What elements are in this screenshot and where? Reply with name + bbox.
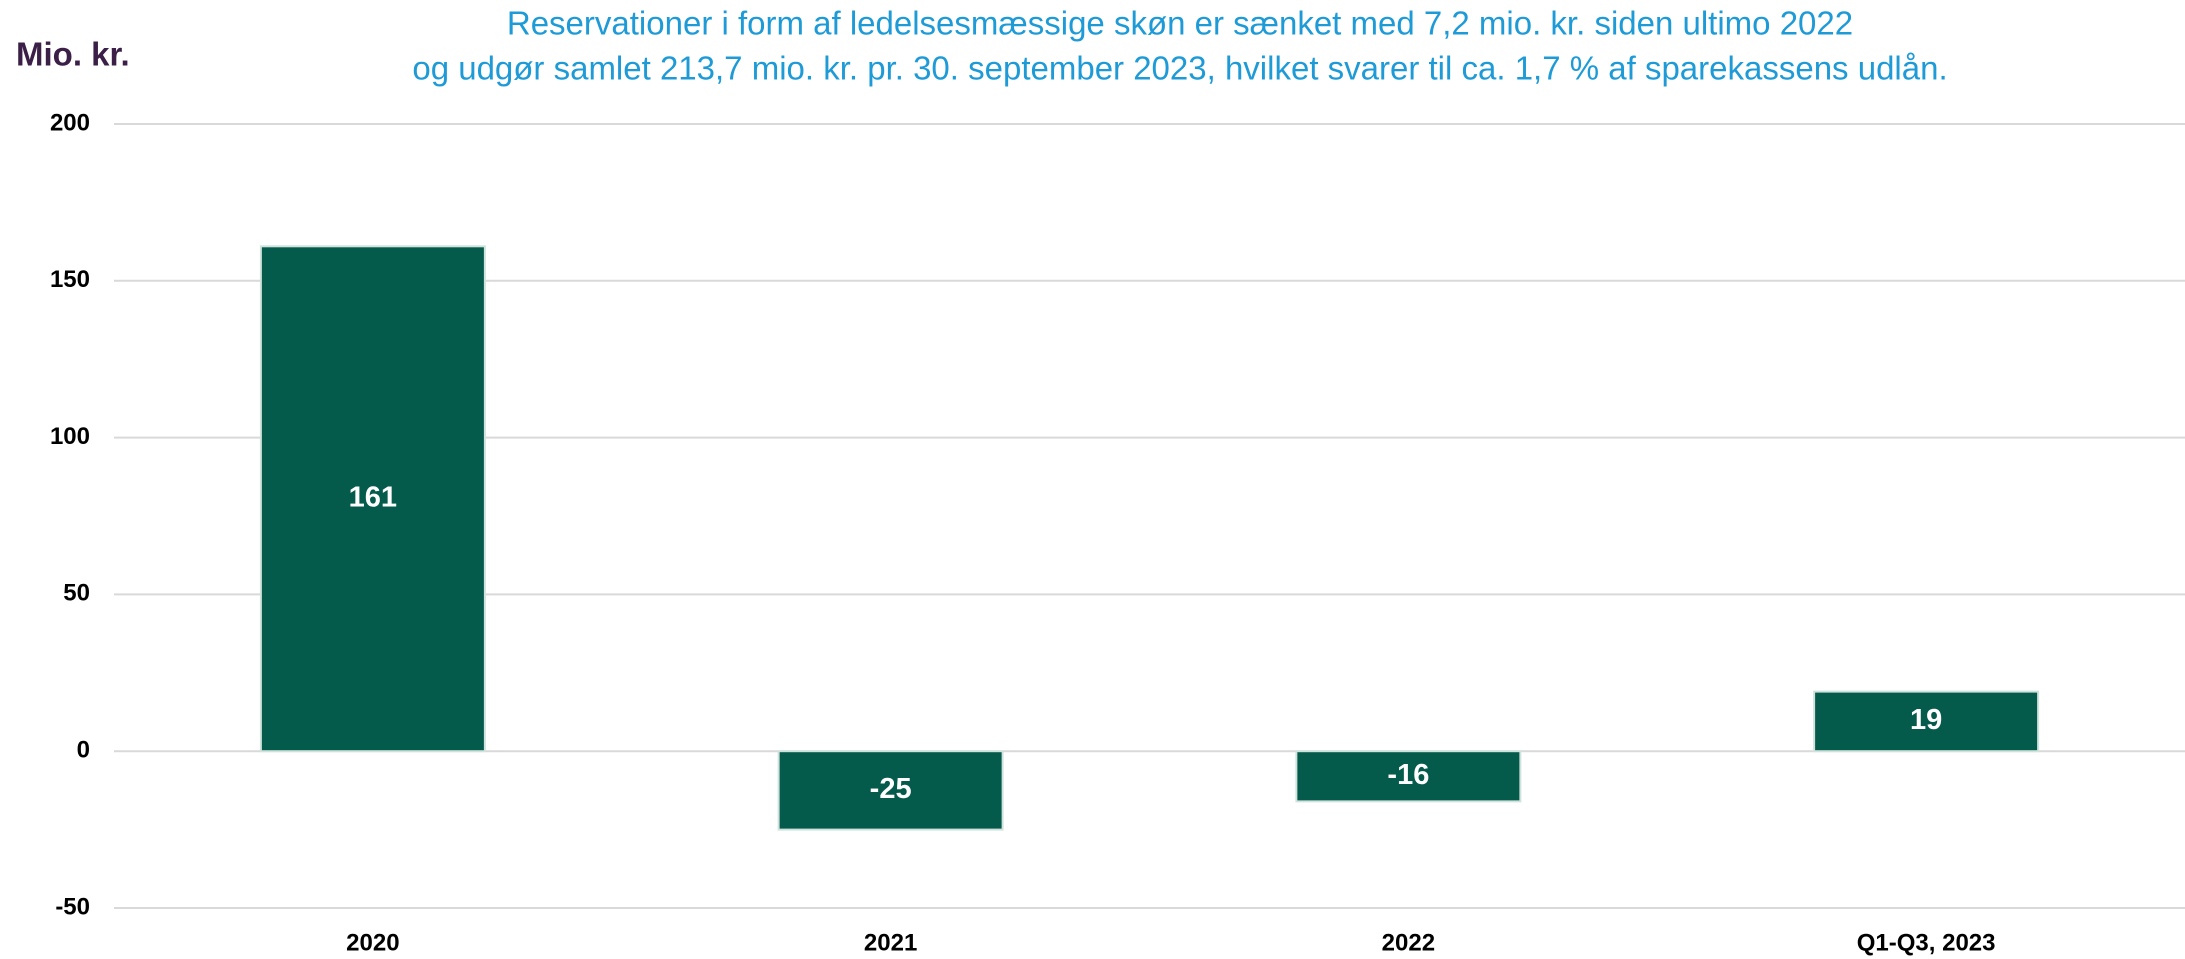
y-tick-label: 150 <box>50 266 90 293</box>
bar <box>259 245 486 753</box>
y-tick-label: -50 <box>55 893 90 920</box>
value-label: -16 <box>1387 759 1429 791</box>
value-label: 161 <box>349 481 397 513</box>
x-tick-label: 2022 <box>1382 929 1435 956</box>
y-tick-label: 200 <box>50 109 90 136</box>
x-tick-label: 2020 <box>346 929 399 956</box>
value-label: 19 <box>1910 704 1942 736</box>
y-axis-label: Mio. kr. <box>16 36 130 73</box>
bar <box>777 750 1004 831</box>
value-label: -25 <box>870 773 912 805</box>
y-tick-label: 100 <box>50 423 90 450</box>
x-tick-label: 2021 <box>864 929 917 956</box>
chart-title: og udgør samlet 213,7 mio. kr. pr. 30. s… <box>412 50 1947 87</box>
bar <box>1295 750 1522 803</box>
bar <box>1813 690 2040 753</box>
x-tick-label: Q1-Q3, 2023 <box>1857 929 1996 956</box>
chart-title: Reservationer i form af ledelsesmæssige … <box>507 5 1853 42</box>
y-tick-label: 0 <box>77 737 90 764</box>
y-tick-label: 50 <box>63 580 90 607</box>
